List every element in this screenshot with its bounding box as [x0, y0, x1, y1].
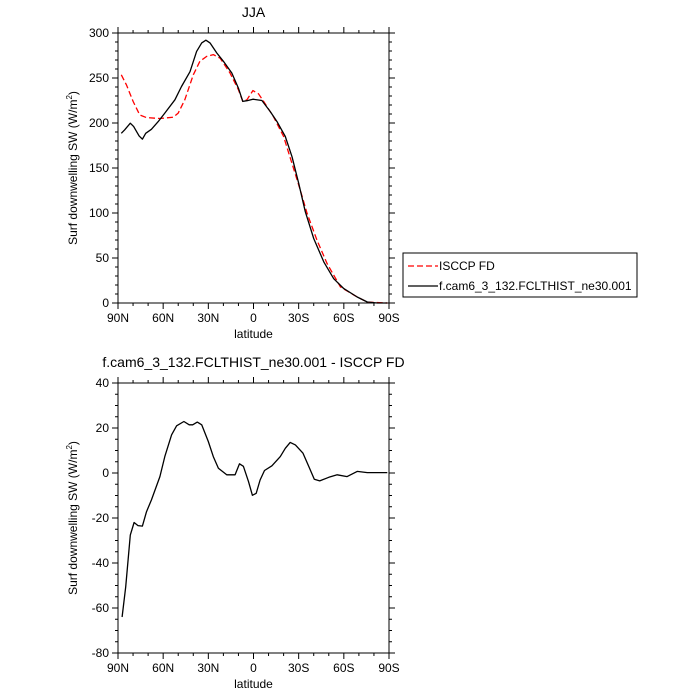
legend-box — [402, 252, 638, 298]
x-tick-label: 30N — [197, 311, 219, 325]
x-tick-label: 90N — [107, 311, 129, 325]
y-tick-label: 300 — [89, 26, 109, 40]
y-tick-label: 50 — [96, 251, 110, 265]
y-tick-label: 40 — [96, 376, 110, 390]
x-tick-label: 90S — [378, 661, 399, 675]
plot-0: 90N 60N 30N 0 30S 60S 90S 0 50 100 150 200 250 300 JJA… — [65, 4, 400, 341]
x-tick-label: 0 — [250, 311, 257, 325]
x-axis-label: latitude — [234, 677, 273, 691]
series-line-0 — [121, 420, 388, 618]
x-tick-label: 30S — [288, 661, 309, 675]
x-tick-label: 60S — [333, 311, 354, 325]
y-axis-label-end: ) — [66, 91, 80, 95]
y-tick-label: 200 — [89, 116, 109, 130]
y-axis-label-text: Surf downwelling SW (W/m — [66, 450, 80, 595]
y-tick-label: 100 — [89, 206, 109, 220]
y-tick-label: -80 — [92, 646, 110, 660]
x-tick-label: 30S — [288, 311, 309, 325]
y-tick-label: 250 — [89, 71, 109, 85]
y-tick-label: 0 — [102, 296, 109, 310]
y-tick-label: -20 — [92, 511, 110, 525]
plot-frame — [117, 382, 390, 654]
plot-frame — [117, 32, 390, 304]
legend-label-1: f.cam6_3_132.FCLTHIST_ne30.001 — [439, 279, 632, 293]
x-tick-label: 60S — [333, 661, 354, 675]
x-tick-label: 60N — [152, 661, 174, 675]
y-axis-label: Surf downwelling SW (W/m2) — [65, 91, 80, 245]
x-tick-label: 30N — [197, 661, 219, 675]
chart-title: JJA — [242, 4, 266, 20]
x-tick-label: 60N — [152, 311, 174, 325]
y-tick-label: 0 — [102, 466, 109, 480]
x-axis-label: latitude — [234, 327, 273, 341]
y-axis-label-superscript: 2 — [65, 445, 74, 450]
y-tick-label: -40 — [92, 556, 110, 570]
chart-title: f.cam6_3_132.FCLTHIST_ne30.001 - ISCCP F… — [102, 354, 404, 370]
y-axis-label-superscript: 2 — [65, 95, 74, 100]
x-tick-label: 0 — [250, 661, 257, 675]
y-tick-label: 150 — [89, 161, 109, 175]
legend: ISCCP FD f.cam6_3_132.FCLTHIST_ne30.001 — [402, 252, 638, 298]
y-axis-label-end: ) — [66, 441, 80, 445]
y-tick-label: -60 — [92, 601, 110, 615]
x-tick-label: 90S — [378, 311, 399, 325]
legend-label-0: ISCCP FD — [439, 259, 495, 273]
plot-1: 90N 60N 30N 0 30S 60S 90S -80 -60 -40 -20 0 20 40 f.ca… — [65, 354, 405, 691]
x-tick-label: 90N — [107, 661, 129, 675]
series-line-0 — [120, 53, 388, 304]
y-tick-label: 20 — [96, 421, 110, 435]
series-line-1 — [120, 39, 388, 304]
y-axis-label: Surf downwelling SW (W/m2) — [65, 441, 80, 595]
y-axis-label-text: Surf downwelling SW (W/m — [66, 100, 80, 245]
